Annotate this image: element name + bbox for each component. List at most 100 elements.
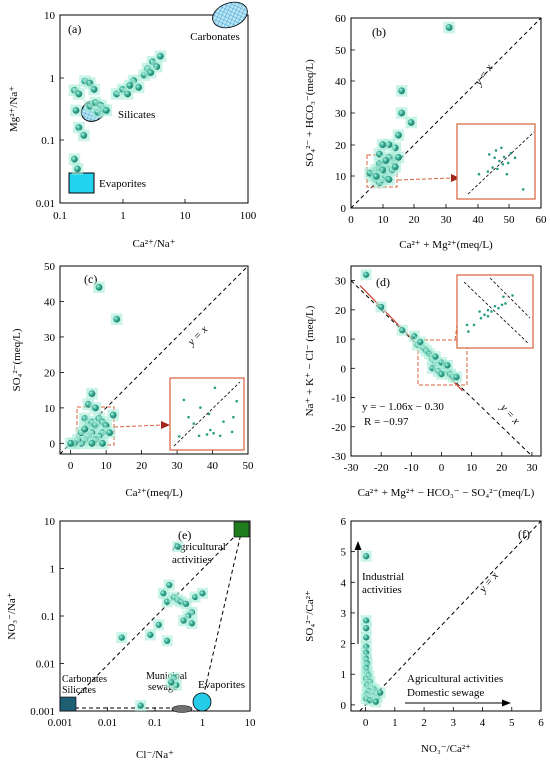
evaporites-end-member <box>192 692 212 712</box>
inset-point <box>487 153 491 156</box>
domestic-sewage-label: Domestic sewage <box>407 687 484 699</box>
inset-point <box>199 406 202 409</box>
data-point <box>74 165 81 173</box>
panel-b-label: (b) <box>372 25 386 39</box>
data-point <box>126 82 134 89</box>
y-tick-label: 4 <box>341 577 347 589</box>
inset-point <box>504 302 507 305</box>
y-tick-label: -20 <box>331 422 346 434</box>
x-tick-label: 30 <box>526 462 538 474</box>
y-tick-label: 20 <box>44 367 56 379</box>
inset-point <box>187 415 190 419</box>
inset-point <box>479 316 483 320</box>
x-tick-label: 0 <box>439 462 445 474</box>
panel-f-ticks: 0 1 2 3 4 5 6 0 1 2 3 4 5 6 <box>341 516 545 729</box>
y-tick-label: 40 <box>44 296 56 308</box>
x-tick-label: 1 <box>120 210 126 222</box>
inset-point <box>477 172 481 176</box>
inset-point <box>501 163 505 166</box>
data-point <box>88 439 96 447</box>
x-tick-label: 0 <box>348 214 354 226</box>
panel-b-points <box>364 21 455 189</box>
data-point <box>438 371 445 378</box>
panel-c-line-label: y = x <box>185 324 210 349</box>
y-tick-label: 20 <box>335 305 347 317</box>
inset-point <box>465 323 469 327</box>
x-tick-label: 1 <box>200 717 206 729</box>
panel-d-y-axis-label: Na⁺ + K⁺ − Cl⁻ (meq/L) <box>304 305 316 416</box>
panel-d-line-label: y = x <box>497 401 522 427</box>
y-tick-label: 0.01 <box>36 659 55 671</box>
panel-c-zoom-arrow <box>113 424 163 428</box>
y-tick-label: -30 <box>331 451 346 463</box>
panel-c-x-axis-label: Ca²⁺(meq/L) <box>125 487 183 499</box>
data-point <box>160 590 167 597</box>
data-point <box>174 543 181 550</box>
inset-point <box>182 398 186 402</box>
panel-b: (b) 0 10 20 30 40 50 60 0 10 20 30 40 50… <box>304 13 547 251</box>
data-point <box>113 315 121 323</box>
data-point <box>385 176 393 183</box>
y-tick-label: 50 <box>44 261 56 273</box>
y-tick-label: 30 <box>335 108 347 120</box>
x-tick-label: 20 <box>409 214 421 226</box>
carbonates-region <box>212 1 248 29</box>
x-tick-label: 0 <box>68 460 74 472</box>
y-tick-label: 0 <box>341 700 347 712</box>
agricultural-end-member <box>233 521 250 538</box>
panel-d-label: (d) <box>376 275 390 289</box>
panel-c-points <box>64 281 123 450</box>
data-point <box>395 153 402 161</box>
inset-point <box>509 151 513 155</box>
x-tick-label: 1 <box>392 717 398 729</box>
x-tick-label: 0.001 <box>48 717 73 729</box>
x-tick-label: 100 <box>240 210 257 222</box>
data-point <box>199 590 206 597</box>
x-tick-label: -30 <box>344 462 359 474</box>
y-tick-label: 5 <box>341 547 347 559</box>
y-tick-label: 10 <box>44 516 56 528</box>
data-point <box>72 106 80 114</box>
panel-f-line-label: y = x <box>476 570 500 596</box>
panel-a-y-axis-label: Mg²⁺/Na⁺ <box>8 86 20 132</box>
data-point <box>363 553 370 560</box>
panel-a-yticks: 0.01 0.1 1 10 <box>36 10 56 210</box>
inset-guide-line <box>489 277 531 319</box>
inset-point <box>235 399 238 403</box>
panel-c-y-axis-label: SO₄²⁻(meq/L) <box>11 328 23 391</box>
inset-guide-line <box>467 131 535 195</box>
panel-c-zoom-arrowhead <box>161 421 170 429</box>
inset-point <box>521 188 525 191</box>
data-point <box>398 87 406 95</box>
silicates-line: Silicates <box>62 685 96 696</box>
y-tick-label: 6 <box>341 516 347 528</box>
sewage-line: sewage <box>148 682 178 693</box>
y-tick-label: 20 <box>335 140 347 152</box>
agricultural-label-line1: Agricultural <box>172 541 226 553</box>
inset-point <box>212 431 215 435</box>
x-tick-label: 20 <box>136 460 148 472</box>
inset-point <box>213 386 217 390</box>
panel-c-inset-content <box>173 381 241 447</box>
data-point <box>182 600 190 608</box>
panel-b-y-axis-label: SO₄²⁻ + HCO₃⁻(meq/L) <box>304 59 316 167</box>
x-tick-label: 40 <box>473 214 485 226</box>
panel-f-frame <box>350 520 542 712</box>
panel-a-xticks: 0.1 1 10 100 <box>53 210 257 222</box>
industrial-label: Industrial activities <box>362 571 404 596</box>
y-tick-label: 30 <box>44 332 56 344</box>
panel-b-line-label: y = x <box>472 62 495 88</box>
y-tick-label: -10 <box>331 393 346 405</box>
carbonates-silicates-end-member <box>59 696 77 712</box>
x-tick-label: 3 <box>451 717 457 729</box>
panel-a-points <box>68 50 167 175</box>
panel-a-frame <box>59 14 249 204</box>
inset-point <box>192 422 196 425</box>
panel-e-y-axis-label: NO₃⁻/Na⁺ <box>6 592 18 639</box>
inset-point <box>232 415 235 419</box>
panel-b-inset <box>456 123 536 200</box>
x-tick-label: 30 <box>441 214 453 226</box>
y-tick-label: 50 <box>335 45 347 57</box>
